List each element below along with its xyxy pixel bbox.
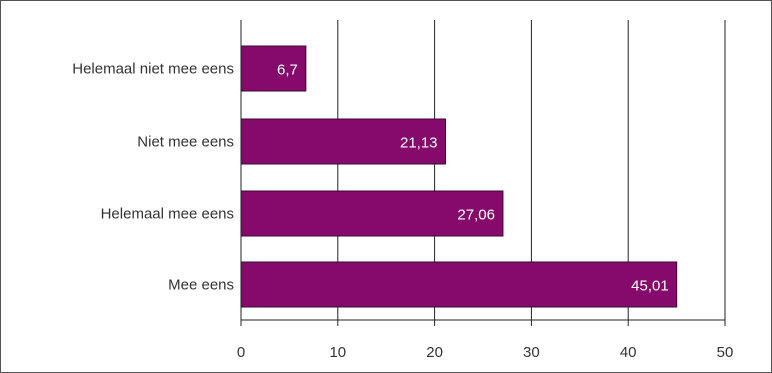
category-label: Helemaal mee eens bbox=[101, 206, 234, 223]
category-label: Niet mee eens bbox=[137, 134, 234, 151]
x-tick-label: 10 bbox=[329, 344, 346, 361]
bar bbox=[240, 45, 307, 92]
data-label: 27,06 bbox=[457, 207, 495, 224]
category-label: Helemaal niet mee eens bbox=[72, 61, 234, 78]
labels: Helemaal niet mee eens 6,7 Niet mee eens 21… bbox=[72, 61, 668, 295]
x-tick-label: 40 bbox=[620, 344, 637, 361]
x-tick-label: 50 bbox=[717, 344, 734, 361]
x-tick-label: 0 bbox=[237, 344, 245, 361]
category-label: Mee eens bbox=[168, 277, 234, 294]
data-label: 21,13 bbox=[400, 135, 438, 152]
bar bbox=[240, 261, 678, 308]
bar bbox=[240, 190, 504, 237]
data-label: 6,7 bbox=[277, 62, 298, 79]
x-axis: 0 10 20 30 40 50 bbox=[237, 20, 734, 361]
data-label: 45,01 bbox=[631, 278, 669, 295]
x-tick-label: 20 bbox=[426, 344, 443, 361]
x-tick-label: 30 bbox=[523, 344, 540, 361]
